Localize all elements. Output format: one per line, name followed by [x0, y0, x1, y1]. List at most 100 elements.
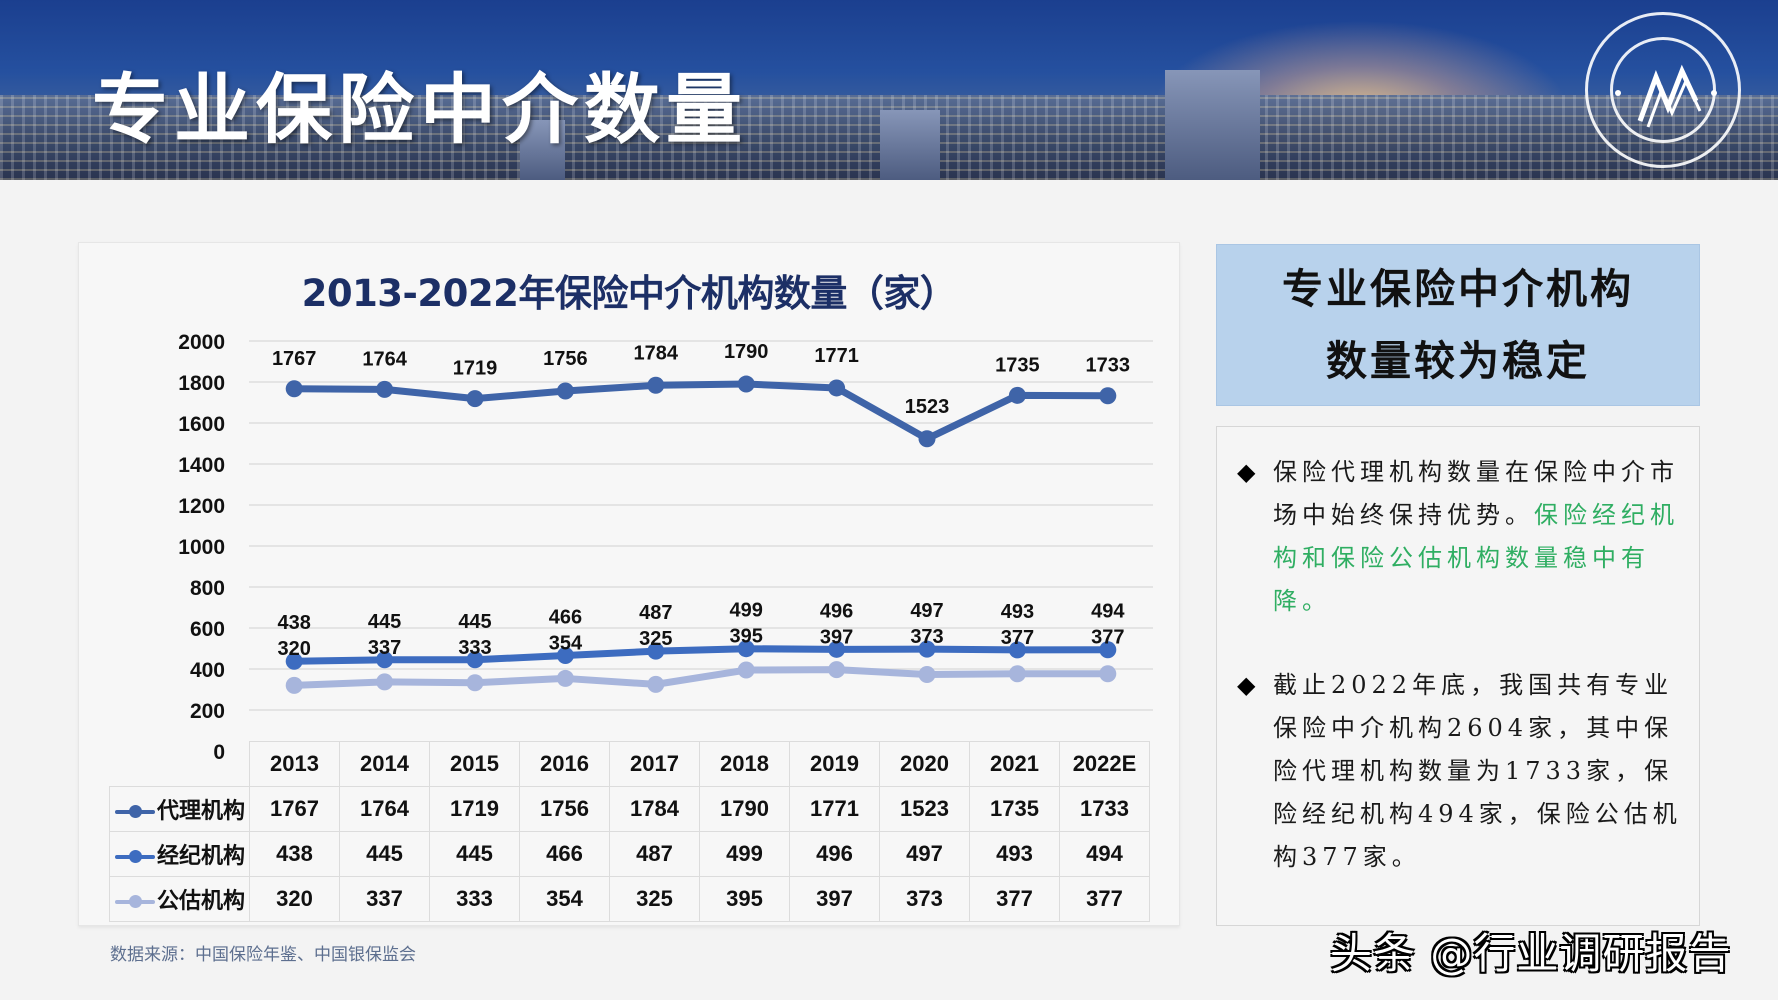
table-cell: 1735	[969, 786, 1060, 832]
data-point	[918, 430, 936, 448]
table-cell: 1523	[879, 786, 970, 832]
table-header-year: 2013	[249, 741, 340, 787]
y-axis-tick-label: 1400	[178, 454, 225, 477]
y-axis-tick-label: 0	[213, 741, 225, 764]
data-point	[737, 661, 755, 679]
table-cell: 1764	[339, 786, 430, 832]
skyline-building	[880, 110, 940, 180]
data-label: 1771	[814, 345, 859, 367]
data-point	[285, 652, 303, 670]
series-line	[294, 380, 1108, 443]
y-axis-tick-label: 1600	[178, 413, 225, 436]
series-line	[294, 645, 1108, 665]
data-point	[828, 640, 846, 658]
table-cell: 1784	[609, 786, 700, 832]
data-source-note: 数据来源：中国保险年鉴、中国银保监会	[110, 945, 416, 965]
y-axis-tick-label: 600	[190, 618, 225, 641]
table-cell: 377	[1059, 876, 1150, 922]
table-cell: 1771	[789, 786, 880, 832]
data-label: 466	[549, 606, 582, 628]
data-label: 497	[910, 600, 943, 622]
bullet-text: 保险代理机构数量在保险中介市场中始终保持优势。	[1273, 458, 1679, 529]
data-label: 1756	[543, 348, 588, 370]
chart-title: 2013-2022年保险中介机构数量（家）	[301, 272, 957, 315]
data-label: 377	[1091, 627, 1124, 649]
table-cell: 373	[879, 876, 970, 922]
data-label: 320	[278, 638, 311, 660]
data-point	[556, 646, 574, 664]
bullet-item: ◆ 截止2022年底，我国共有专业保险中介机构2604家，其中保险代理机构数量为…	[1237, 664, 1687, 879]
data-label: 438	[278, 612, 311, 634]
data-point	[556, 669, 574, 687]
data-point	[376, 673, 394, 691]
data-point	[828, 661, 846, 679]
data-point	[376, 380, 394, 398]
data-point	[466, 651, 484, 669]
series-line	[294, 666, 1108, 689]
table-cell: 1790	[699, 786, 790, 832]
bullet-highlight-text: 保险经纪机构和保险公估机构数量稳中有降。	[1273, 501, 1679, 615]
table-row: 公估机构 320 337 333 354 325 395 397 373 377 377	[109, 876, 1150, 922]
legend-line-marker-icon	[114, 895, 155, 909]
data-point	[285, 380, 303, 398]
data-point	[1099, 641, 1117, 659]
table-cell: 397	[789, 876, 880, 922]
table-cell: 1719	[429, 786, 520, 832]
line-chart: 2000180016001400120010008006004002000176…	[178, 331, 1153, 764]
page-title: 专业保险中介数量	[92, 65, 748, 154]
table-cell: 493	[969, 831, 1060, 877]
legend-line-marker-icon	[114, 850, 155, 864]
data-point	[828, 379, 846, 397]
header-banner: 专业保险中介数量	[0, 0, 1778, 180]
data-label: 1523	[905, 396, 950, 418]
data-point	[466, 390, 484, 408]
table-cell: 487	[609, 831, 700, 877]
data-label: 496	[820, 600, 853, 622]
data-point	[918, 666, 936, 684]
table-cell: 466	[519, 831, 610, 877]
bullet-item: ◆ 保险代理机构数量在保险中介市场中始终保持优势。保险经纪机构和保险公估机构数量…	[1237, 451, 1687, 623]
table-cell: 438	[249, 831, 340, 877]
data-label: 1735	[995, 354, 1040, 376]
table-header-year: 2022E	[1059, 741, 1150, 787]
table-cell: 1767	[249, 786, 340, 832]
data-point	[918, 640, 936, 658]
data-label: 373	[910, 626, 943, 648]
data-point	[647, 675, 665, 693]
data-label: 1767	[272, 348, 317, 370]
table-header-year: 2015	[429, 741, 520, 787]
data-point	[1008, 641, 1026, 659]
data-point	[556, 382, 574, 400]
y-axis-tick-label: 1800	[178, 372, 225, 395]
data-point	[285, 676, 303, 694]
data-label: 1784	[634, 342, 679, 364]
table-cell: 320	[249, 876, 340, 922]
legend-entry: 经纪机构	[109, 831, 250, 877]
analysis-text-box: ◆ 保险代理机构数量在保险中介市场中始终保持优势。保险经纪机构和保险公估机构数量…	[1216, 426, 1700, 926]
table-header-year: 2018	[699, 741, 790, 787]
table-cell: 337	[339, 876, 430, 922]
skyline-building	[1165, 70, 1260, 180]
table-header-year: 2017	[609, 741, 700, 787]
table-header-year: 2016	[519, 741, 610, 787]
data-point	[1099, 387, 1117, 405]
data-point	[1099, 665, 1117, 683]
y-axis-tick-label: 2000	[178, 331, 225, 354]
table-cell: 499	[699, 831, 790, 877]
summary-line-2: 数量较为稳定	[1326, 337, 1590, 385]
data-label: 493	[1001, 601, 1034, 623]
y-axis-tick-label: 1000	[178, 536, 225, 559]
legend-line-marker-icon	[114, 805, 155, 819]
data-point	[647, 642, 665, 660]
data-point	[1008, 665, 1026, 683]
data-label: 325	[639, 628, 672, 650]
table-cell: 445	[339, 831, 430, 877]
y-axis-tick-label: 200	[190, 700, 225, 723]
chart-data-table: 2013 2014 2015 2016 2017 2018 2019 2020 2021 2022…	[109, 741, 1150, 922]
y-axis-tick-label: 1200	[178, 495, 225, 518]
data-label: 445	[368, 611, 401, 633]
data-label: 397	[820, 626, 853, 648]
data-point	[466, 674, 484, 692]
data-point	[647, 376, 665, 394]
summary-line-1: 专业保险中介机构	[1282, 265, 1634, 313]
